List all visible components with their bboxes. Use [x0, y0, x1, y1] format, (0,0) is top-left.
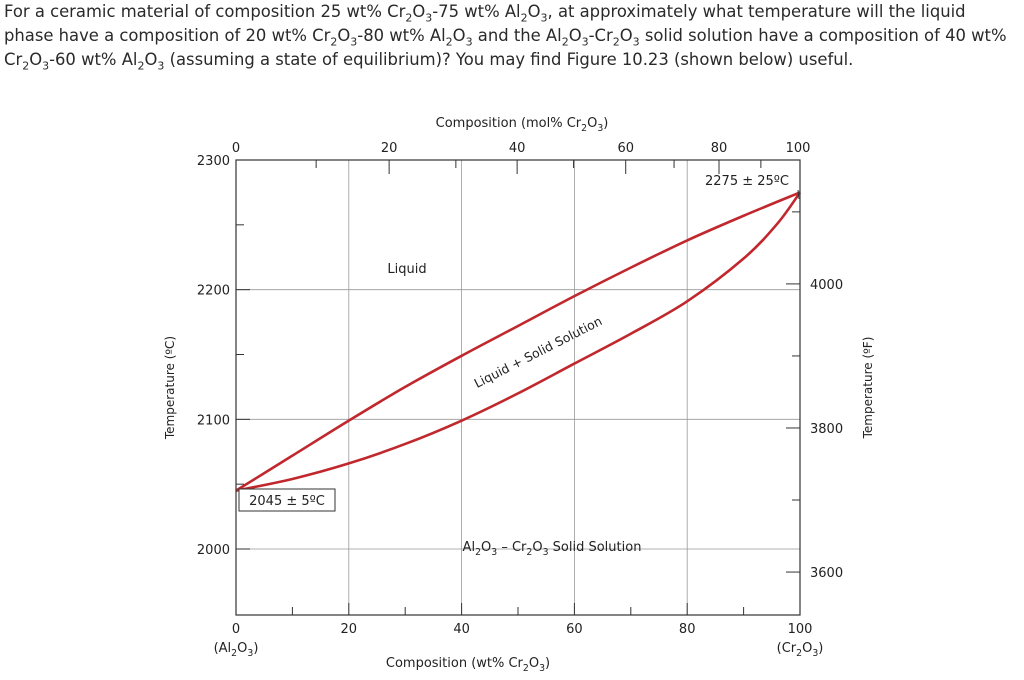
x-tick-label-60: 60 [566, 622, 583, 637]
liquidus-curve [235, 191, 801, 492]
y-tick-label-2000: 2000 [197, 543, 230, 558]
x-tick-label-100: 100 [788, 622, 813, 637]
x-end-label-100: (Cr2O3) [777, 641, 824, 659]
x2-axis-label: Composition (mol% Cr2O3) [436, 116, 609, 134]
question-text: For a ceramic material of composition 25… [4, 2, 1007, 73]
x-tick-label-80: 80 [679, 622, 696, 637]
y-tick-label-2200: 2200 [197, 284, 230, 299]
y2-axis-label: Temperature (ºF) [861, 337, 875, 440]
region-label-solid-solution: Al2O3 – Cr2O3 Solid Solution [463, 540, 642, 558]
annotation-min-temp-box [238, 488, 336, 512]
x2-tick-label-20: 20 [381, 141, 398, 156]
y2-tick-label-4000: 4000 [810, 278, 843, 293]
labels: 0 20 40 60 80 100 (Al2O3) (Cr2O3) Composition (w… [163, 116, 875, 674]
x2-tick-label-100: 100 [786, 141, 811, 156]
solidus-curve [235, 191, 802, 492]
x-tick-label-20: 20 [341, 622, 358, 637]
x-tick-label-40: 40 [453, 622, 470, 637]
y-tick-label-2100: 2100 [197, 413, 230, 428]
x-end-label-0: (Al2O3) [214, 641, 259, 659]
x2-tick-label-40: 40 [509, 141, 526, 156]
ticks [236, 160, 800, 615]
x-axis-label: Composition (wt% Cr2O3) [386, 656, 550, 674]
region-label-two-phase: Liquid + Solid Solution [472, 313, 605, 391]
y2-tick-label-3800: 3800 [810, 422, 843, 437]
x2-tick-label-80: 80 [711, 141, 728, 156]
phase-curves [235, 191, 802, 492]
annotation-max-temp: 2275 ± 25ºC [705, 174, 789, 189]
annotation-max-temp-leader [797, 189, 800, 200]
y2-tick-label-3600: 3600 [810, 566, 843, 581]
y-tick-label-2300: 2300 [197, 154, 230, 169]
region-label-liquid: Liquid [387, 262, 426, 277]
y-axis-label: Temperature (ºC) [163, 336, 177, 440]
grid [236, 160, 800, 615]
x2-tick-label-0: 0 [232, 141, 240, 156]
x-tick-label-0: 0 [232, 622, 240, 637]
x2-tick-label-60: 60 [617, 141, 634, 156]
annotation-min-temp: 2045 ± 5ºC [249, 494, 325, 509]
